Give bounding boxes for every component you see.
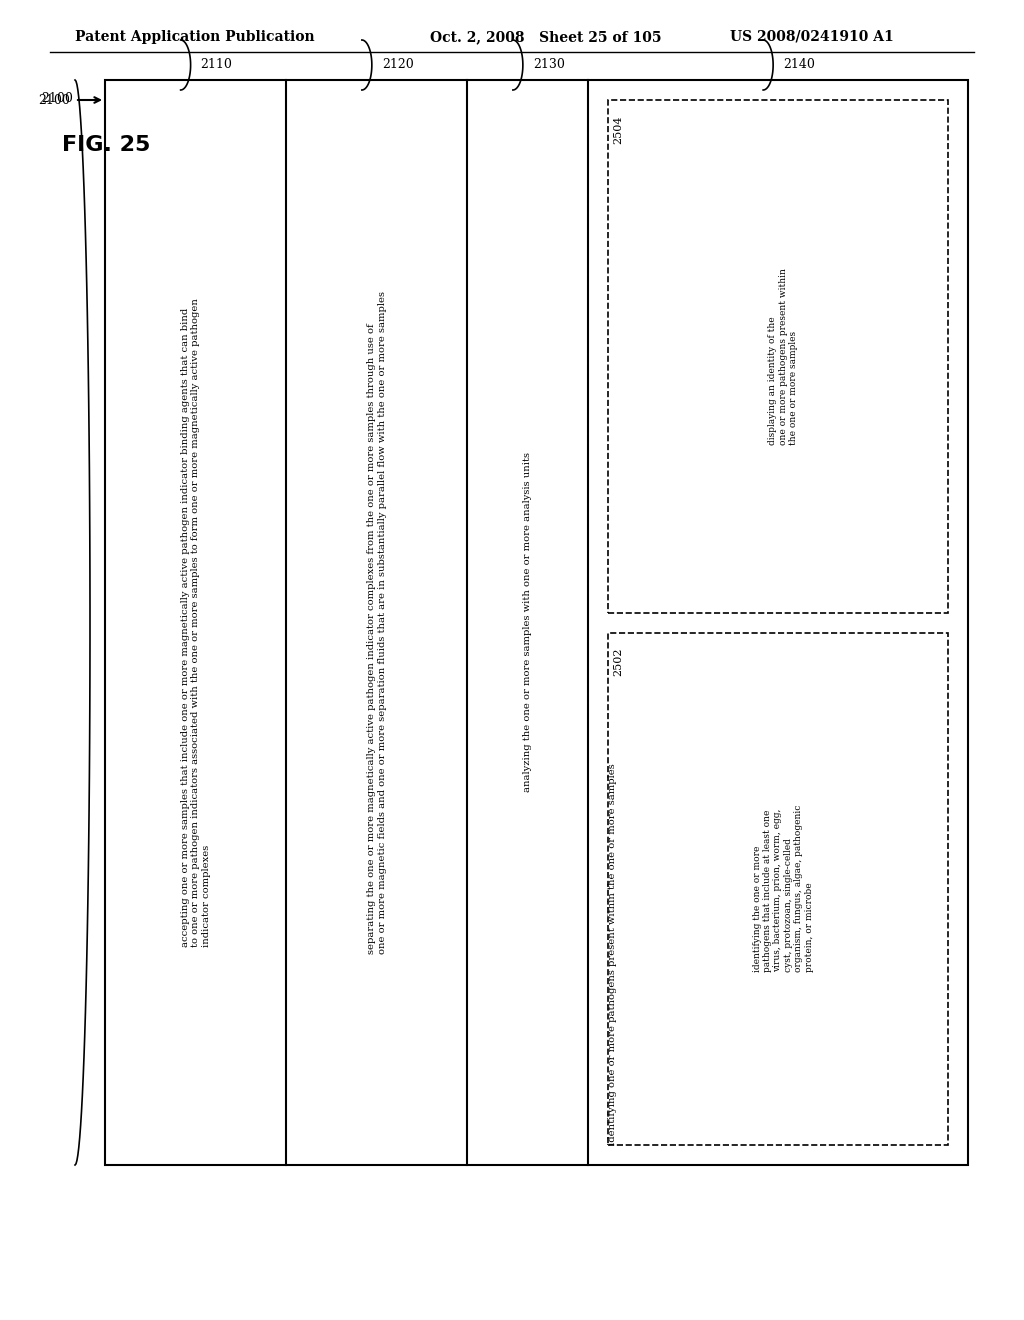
Text: displaying an identity of the
one or more pathogens present within
the one or mo: displaying an identity of the one or mor…: [768, 268, 798, 445]
Text: Patent Application Publication: Patent Application Publication: [75, 30, 314, 44]
Text: identifying the one or more
pathogens that include at least one
virus, bacterium: identifying the one or more pathogens th…: [753, 805, 814, 973]
Text: 2120: 2120: [382, 58, 414, 71]
Text: identifying one or more pathogens present within the one or more samples: identifying one or more pathogens presen…: [608, 763, 617, 1144]
Text: 2504: 2504: [613, 115, 624, 144]
Text: 2140: 2140: [783, 58, 815, 71]
Text: 2100: 2100: [41, 91, 73, 104]
Text: analyzing the one or more samples with one or more analysis units: analyzing the one or more samples with o…: [523, 453, 532, 792]
Text: US 2008/0241910 A1: US 2008/0241910 A1: [730, 30, 894, 44]
Text: FIG. 25: FIG. 25: [62, 135, 151, 154]
Bar: [105, 81, 968, 1166]
Text: 2100: 2100: [38, 94, 70, 107]
Text: accepting one or more samples that include one or more magnetically active patho: accepting one or more samples that inclu…: [180, 298, 211, 946]
Bar: [608, 100, 948, 612]
Text: separating the one or more magnetically active pathogen indicator complexes from: separating the one or more magnetically …: [368, 290, 386, 954]
Text: 2110: 2110: [201, 58, 232, 71]
Bar: [608, 632, 948, 1144]
Text: 2130: 2130: [532, 58, 565, 71]
Text: Oct. 2, 2008   Sheet 25 of 105: Oct. 2, 2008 Sheet 25 of 105: [430, 30, 662, 44]
Text: 2502: 2502: [613, 648, 624, 676]
